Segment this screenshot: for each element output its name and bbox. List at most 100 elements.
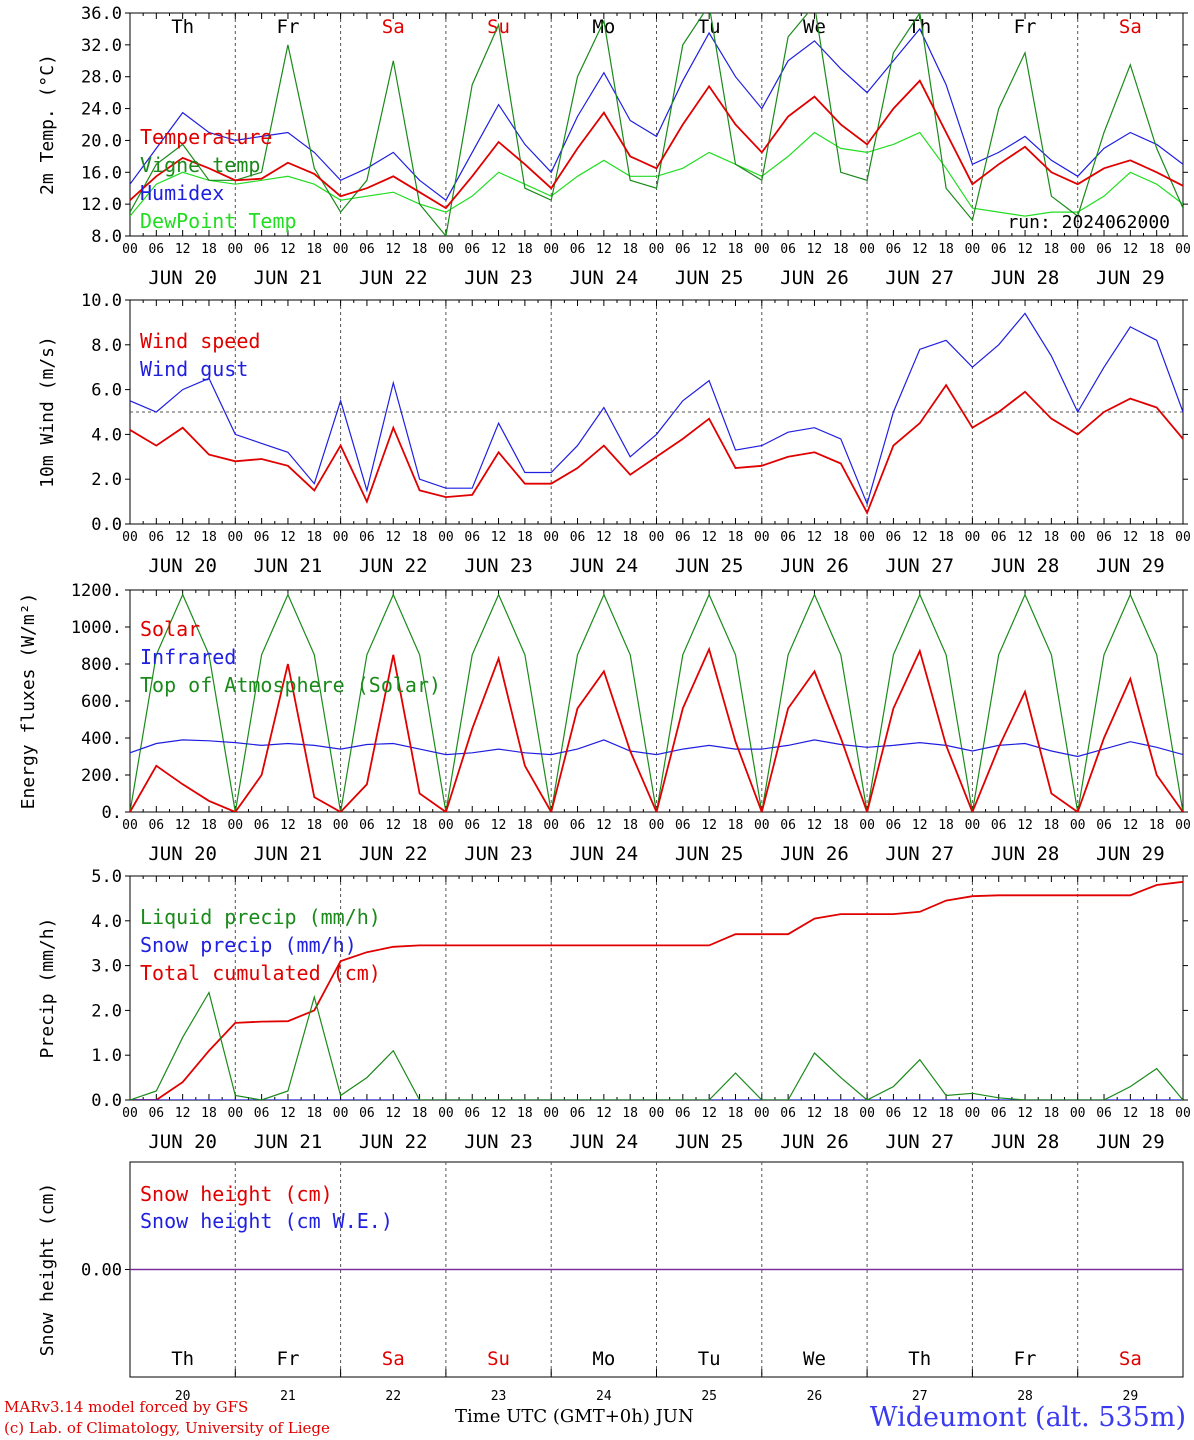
hour-tick-label: 18 bbox=[938, 818, 954, 833]
hour-tick-label: 06 bbox=[991, 530, 1007, 545]
day-label: JUN 29 bbox=[1096, 1131, 1165, 1153]
hour-tick-label: 00 bbox=[122, 818, 138, 833]
series-line bbox=[130, 880, 1183, 1100]
weekday-label: Sa bbox=[382, 16, 405, 38]
day-number-label: 20 bbox=[175, 1389, 191, 1404]
y-tick-label: 1000. bbox=[71, 618, 122, 638]
day-label: JUN 24 bbox=[570, 843, 639, 865]
hour-tick-label: 12 bbox=[1017, 242, 1033, 257]
hour-tick-label: 06 bbox=[148, 818, 164, 833]
hour-tick-label: 18 bbox=[1149, 242, 1165, 257]
legend-entry: Infrared bbox=[140, 645, 236, 669]
series-line bbox=[130, 79, 1183, 210]
y-tick-label: 600. bbox=[81, 692, 122, 712]
y-tick-label: 4.0 bbox=[91, 425, 122, 445]
weekday-label: Tu bbox=[698, 1348, 721, 1370]
y-tick-label: 8.0 bbox=[91, 336, 122, 356]
hour-tick-label: 00 bbox=[649, 1106, 665, 1121]
y-tick-label: 400. bbox=[81, 729, 122, 749]
y-axis-label: Snow height (cm) bbox=[37, 1183, 58, 1356]
hour-tick-label: 12 bbox=[491, 1106, 507, 1121]
hour-tick-label: 18 bbox=[306, 242, 322, 257]
day-label: JUN 25 bbox=[675, 1131, 744, 1153]
hour-tick-label: 00 bbox=[438, 818, 454, 833]
hour-tick-label: 18 bbox=[517, 1106, 533, 1121]
hour-tick-label: 06 bbox=[254, 818, 270, 833]
hour-tick-label: 00 bbox=[333, 1106, 349, 1121]
day-label: JUN 23 bbox=[464, 843, 533, 865]
lab-credit: (c) Lab. of Climatology, University of L… bbox=[4, 1419, 330, 1437]
series-line bbox=[130, 27, 1183, 202]
hour-tick-label: 18 bbox=[306, 1106, 322, 1121]
day-label: JUN 24 bbox=[570, 267, 639, 289]
day-label: JUN 28 bbox=[991, 555, 1060, 577]
day-number-label: 28 bbox=[1017, 1389, 1033, 1404]
day-label: JUN 20 bbox=[148, 843, 217, 865]
weekday-label: Su bbox=[487, 1348, 510, 1370]
hour-tick-label: 06 bbox=[570, 818, 586, 833]
day-label: JUN 22 bbox=[359, 267, 428, 289]
hour-tick-label: 12 bbox=[175, 1106, 191, 1121]
day-label: JUN 23 bbox=[464, 555, 533, 577]
hour-tick-label: 06 bbox=[991, 242, 1007, 257]
legend-entry: Humidex bbox=[140, 181, 224, 205]
day-number-label: 26 bbox=[807, 1389, 823, 1404]
hour-tick-label: 12 bbox=[596, 242, 612, 257]
hour-tick-label: 12 bbox=[596, 1106, 612, 1121]
weekday-label: We bbox=[803, 1348, 826, 1370]
hour-tick-label: 06 bbox=[675, 1106, 691, 1121]
hour-tick-label: 00 bbox=[1175, 1106, 1191, 1121]
y-tick-label: 0.00 bbox=[81, 1261, 122, 1281]
day-label: JUN 22 bbox=[359, 843, 428, 865]
y-tick-label: 200. bbox=[81, 766, 122, 786]
hour-tick-label: 00 bbox=[965, 242, 981, 257]
y-tick-label: 2.0 bbox=[91, 1001, 122, 1021]
y-tick-label: 4.0 bbox=[91, 912, 122, 932]
y-tick-label: 0.0 bbox=[91, 1091, 122, 1111]
day-label: JUN 24 bbox=[570, 555, 639, 577]
hour-tick-label: 18 bbox=[1044, 818, 1060, 833]
hour-tick-label: 12 bbox=[175, 818, 191, 833]
day-label: JUN 23 bbox=[464, 267, 533, 289]
y-tick-label: 1200. bbox=[71, 581, 122, 601]
hour-tick-label: 00 bbox=[543, 530, 559, 545]
hour-tick-label: 06 bbox=[675, 530, 691, 545]
hour-tick-label: 18 bbox=[622, 1106, 638, 1121]
legend-entry: Total cumulated (cm) bbox=[140, 961, 381, 985]
hour-tick-label: 12 bbox=[491, 818, 507, 833]
hour-tick-label: 00 bbox=[122, 1106, 138, 1121]
weekday-label: Mo bbox=[592, 1348, 615, 1370]
hour-tick-label: 18 bbox=[412, 242, 428, 257]
hour-tick-label: 12 bbox=[701, 818, 717, 833]
hour-tick-label: 06 bbox=[464, 1106, 480, 1121]
hour-tick-label: 12 bbox=[491, 530, 507, 545]
hour-tick-label: 18 bbox=[412, 530, 428, 545]
day-number-label: 25 bbox=[701, 1389, 717, 1404]
weekday-label: Fr bbox=[277, 16, 300, 38]
hour-tick-label: 06 bbox=[254, 1106, 270, 1121]
day-label: JUN 27 bbox=[885, 1131, 954, 1153]
hour-tick-label: 06 bbox=[1096, 530, 1112, 545]
hour-tick-label: 06 bbox=[148, 530, 164, 545]
hour-tick-label: 00 bbox=[122, 530, 138, 545]
hour-tick-label: 18 bbox=[728, 530, 744, 545]
hour-tick-label: 18 bbox=[517, 530, 533, 545]
hour-tick-label: 12 bbox=[280, 818, 296, 833]
hour-tick-label: 00 bbox=[543, 242, 559, 257]
y-tick-label: 1.0 bbox=[91, 1046, 122, 1066]
hour-tick-label: 06 bbox=[359, 818, 375, 833]
hour-tick-label: 06 bbox=[148, 1106, 164, 1121]
hour-tick-label: 18 bbox=[1149, 530, 1165, 545]
hour-tick-label: 12 bbox=[1123, 818, 1139, 833]
hour-tick-label: 18 bbox=[622, 530, 638, 545]
day-label: JUN 26 bbox=[780, 1131, 849, 1153]
hour-tick-label: 06 bbox=[254, 530, 270, 545]
hour-tick-label: 12 bbox=[807, 818, 823, 833]
hour-tick-label: 12 bbox=[385, 1106, 401, 1121]
hour-tick-label: 06 bbox=[780, 530, 796, 545]
weekday-label: Sa bbox=[382, 1348, 405, 1370]
hour-tick-label: 12 bbox=[807, 530, 823, 545]
y-tick-label: 28.0 bbox=[81, 68, 122, 88]
hour-tick-label: 12 bbox=[1017, 818, 1033, 833]
